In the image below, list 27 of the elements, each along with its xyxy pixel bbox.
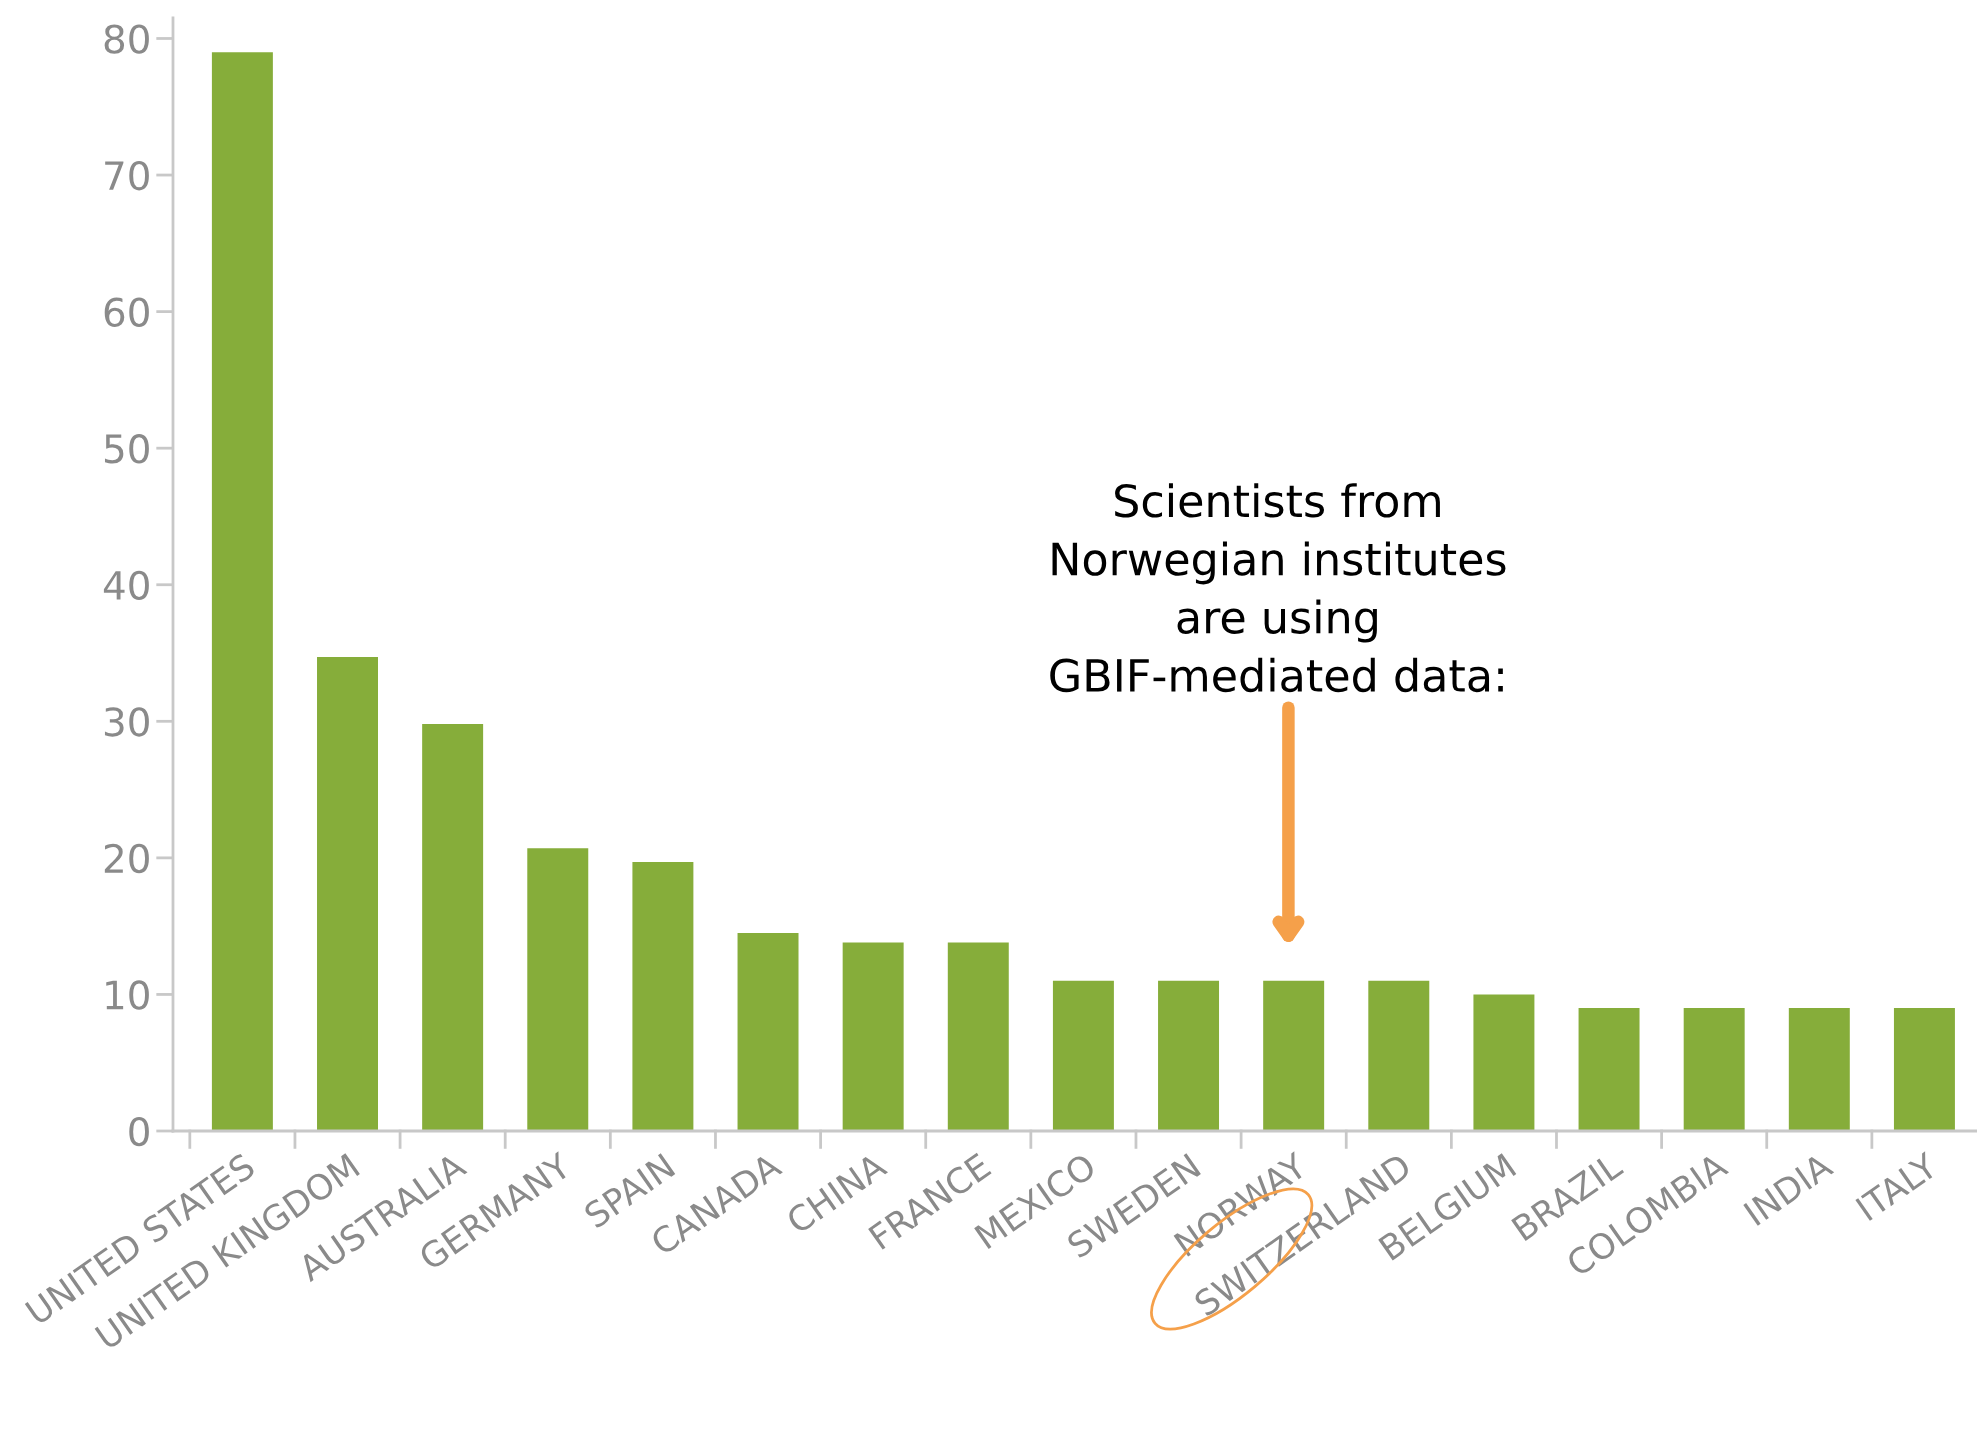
bar	[1893, 1008, 1955, 1131]
bar	[1263, 980, 1325, 1131]
y-tick-label: 30	[104, 707, 149, 737]
y-tick-label: 60	[104, 297, 149, 327]
y-tick-label: 0	[129, 1116, 149, 1147]
y-tick-label: 80	[104, 24, 149, 54]
y-tick-label: 20	[104, 843, 149, 874]
y-tick-label: 40	[103, 570, 149, 601]
bar	[1473, 994, 1535, 1131]
bar	[1788, 1008, 1850, 1131]
bar	[632, 861, 694, 1131]
bar	[842, 942, 904, 1131]
bar	[1052, 980, 1114, 1131]
annotation: Scientists from Norwegian institutes are using GBIF-mediated data:	[1050, 483, 1506, 693]
bar	[947, 942, 1009, 1131]
bar	[422, 724, 484, 1131]
y-tick-label: 70	[105, 160, 149, 191]
bar	[737, 932, 799, 1131]
bar	[1683, 1008, 1745, 1131]
bar	[317, 657, 378, 1131]
bar	[1578, 1008, 1640, 1131]
bar	[211, 52, 273, 1131]
bar	[527, 848, 589, 1131]
y-tick-label: 10	[106, 980, 149, 1010]
bar	[1368, 980, 1430, 1131]
bar	[1158, 980, 1220, 1131]
y-tick-label: 50	[104, 434, 149, 464]
